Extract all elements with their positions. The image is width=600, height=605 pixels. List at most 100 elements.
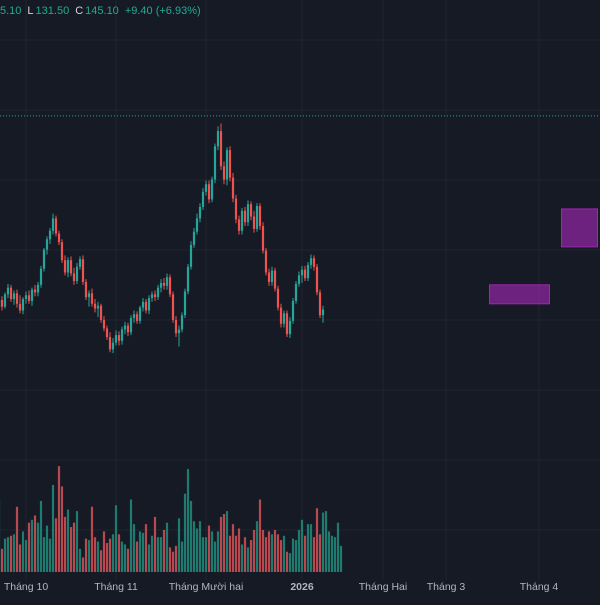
candle — [91, 289, 93, 307]
candle-body — [145, 302, 147, 311]
candle-body — [10, 288, 12, 299]
volume-bar — [274, 530, 276, 572]
volume-bar — [52, 485, 54, 572]
candle — [142, 298, 144, 311]
candle-body — [280, 308, 282, 324]
volume-bar — [232, 524, 234, 572]
volume-bar — [262, 530, 264, 572]
candle — [286, 310, 288, 337]
candle — [229, 146, 231, 181]
candle-body — [163, 283, 165, 286]
candle — [190, 241, 192, 269]
volume-bar — [19, 544, 21, 572]
candle — [133, 310, 135, 322]
candle — [73, 268, 75, 285]
candle-body — [112, 343, 114, 350]
candle — [13, 291, 15, 305]
candle-body — [211, 180, 213, 200]
candle — [316, 264, 318, 295]
candle — [259, 203, 261, 230]
candle — [10, 285, 12, 302]
volume-bar — [316, 508, 318, 572]
candle-body — [322, 309, 324, 315]
candle — [214, 143, 216, 183]
candle — [97, 302, 99, 317]
volume-bar — [220, 517, 222, 572]
volume-bar — [67, 510, 69, 572]
volume-bar — [28, 523, 30, 572]
volume-bar — [196, 529, 198, 573]
volume-bar — [280, 540, 282, 572]
candle-body — [88, 293, 90, 297]
volume-bar — [286, 552, 288, 572]
volume-bar — [154, 517, 156, 572]
candle — [106, 326, 108, 340]
candle-body — [259, 206, 261, 226]
volume-bar — [31, 520, 33, 572]
candle-body — [217, 131, 219, 146]
volume-bar — [211, 531, 213, 572]
candle — [295, 281, 297, 304]
candle-body — [244, 211, 246, 222]
volume-bar — [118, 534, 120, 572]
candle-body — [196, 218, 198, 231]
candle — [25, 291, 27, 303]
candle-body — [265, 251, 267, 273]
volume-bar — [229, 536, 231, 572]
volume-bar — [145, 524, 147, 572]
candle-body — [181, 315, 183, 329]
volume-bar — [103, 531, 105, 572]
candle-body — [124, 326, 126, 330]
candle-body — [289, 321, 291, 334]
volume-bar — [226, 511, 228, 572]
volume-bar — [325, 511, 327, 572]
candle-body — [292, 301, 294, 321]
volume-bar — [43, 537, 45, 572]
volume-bar — [175, 546, 177, 572]
candle-body — [271, 271, 273, 282]
volume-bar — [265, 537, 267, 572]
time-axis-tick-label: Tháng 3 — [427, 581, 466, 593]
candle — [241, 208, 243, 235]
candle — [127, 323, 129, 336]
candle — [157, 285, 159, 300]
candle — [304, 266, 306, 281]
volume-bar — [148, 544, 150, 572]
candle — [112, 338, 114, 353]
candle — [166, 273, 168, 289]
volume-bar — [37, 523, 39, 572]
candle — [223, 161, 225, 184]
candle-body — [16, 293, 18, 303]
candle-body — [166, 277, 168, 286]
highlight-zone — [490, 285, 550, 304]
volume-bar — [64, 517, 66, 572]
low-key: L — [27, 5, 33, 17]
volume-bar — [40, 501, 42, 572]
volume-bar — [127, 549, 129, 572]
candle — [319, 290, 321, 318]
candle-body — [238, 219, 240, 230]
candle — [115, 330, 117, 345]
candle — [253, 211, 255, 233]
candle-body — [103, 320, 105, 329]
volume-bar — [58, 466, 60, 572]
volume-bar — [268, 531, 270, 572]
volume-bar — [79, 549, 81, 572]
candle-body — [304, 270, 306, 279]
candle-body — [4, 294, 6, 306]
candle — [178, 326, 180, 347]
volume-bar — [55, 518, 57, 572]
candle-body — [232, 178, 234, 199]
candle — [151, 291, 153, 301]
candle — [4, 292, 6, 308]
candle — [196, 214, 198, 235]
candle — [52, 214, 54, 235]
volume-bar — [301, 520, 303, 572]
volume-bar — [121, 542, 123, 572]
candle — [100, 304, 102, 323]
candle — [313, 255, 315, 270]
candle — [82, 255, 84, 284]
candle-body — [223, 166, 225, 179]
